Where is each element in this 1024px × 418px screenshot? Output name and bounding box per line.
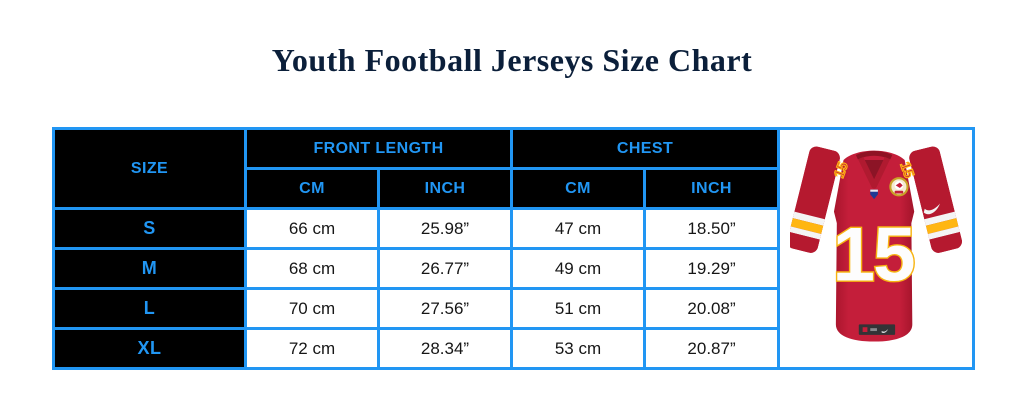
col-header-chest-inch: INCH [642,167,781,210]
jersey-photo: 15 15 15 [785,144,964,342]
table-row-m: M 68 cm 26.77” 49 cm 19.29” [52,247,974,290]
front-length-inch: 28.34” [377,327,513,370]
chest-inch: 18.50” [642,207,781,250]
svg-text:15: 15 [831,160,851,180]
svg-text:15: 15 [896,160,916,180]
col-header-size: SIZE [52,127,247,210]
jersey-number: 15 [833,212,915,297]
front-length-cm: 68 cm [244,247,380,290]
table-row-xl: XL 72 cm 28.34” 53 cm 20.87” [52,327,974,370]
col-header-front-cm: CM [244,167,380,210]
chest-inch: 20.08” [642,287,781,330]
size-chart: SIZE FRONT LENGTH CHEST [52,127,976,370]
front-length-cm: 72 cm [244,327,380,370]
chest-cm: 49 cm [510,247,646,290]
size-label: L [52,287,247,330]
table-row-l: L 70 cm 27.56” 51 cm 20.08” [52,287,974,330]
chest-inch: 19.29” [642,247,781,290]
col-header-front-inch: INCH [377,167,513,210]
col-group-chest: CHEST [509,127,781,170]
front-length-inch: 27.56” [377,287,513,330]
chest-cm: 47 cm [510,207,646,250]
front-length-inch: 26.77” [377,247,513,290]
col-group-front-length: FRONT LENGTH [244,127,513,170]
size-label: S [52,207,247,250]
size-label: M [52,247,247,290]
front-length-cm: 70 cm [244,287,380,330]
chest-cm: 51 cm [510,287,646,330]
table-row-s: S 66 cm 25.98” 47 cm 18.50” [52,207,974,250]
front-length-cm: 66 cm [244,207,380,250]
chest-inch: 20.87” [642,327,781,370]
page-title: Youth Football Jerseys Size Chart [271,42,753,78]
col-header-chest-cm: CM [510,167,646,210]
chest-cm: 53 cm [510,327,646,370]
size-chart-table: SIZE FRONT LENGTH CHEST [52,127,976,370]
jersey-photo-cell: 15 15 15 [777,127,976,370]
front-length-inch: 25.98” [377,207,513,250]
size-label: XL [52,327,247,370]
